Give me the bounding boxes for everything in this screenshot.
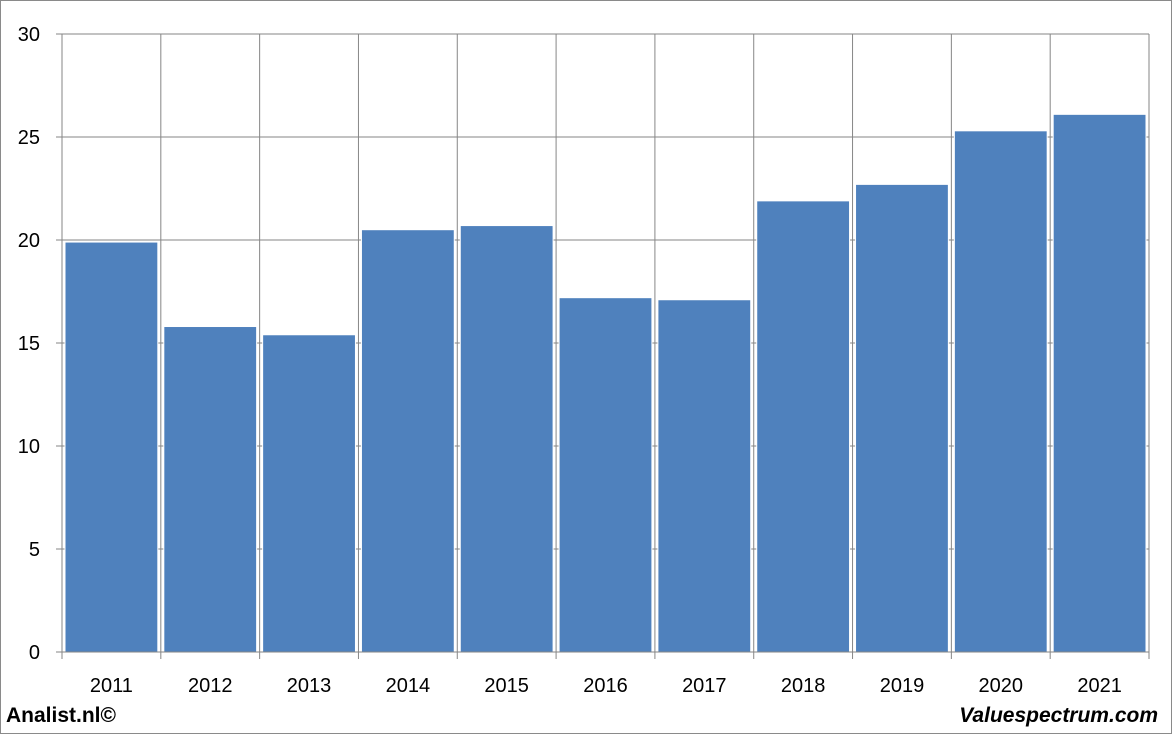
bar-2021 — [1052, 113, 1147, 653]
axis-layer — [56, 33, 1149, 653]
x-tick-label: 2012 — [188, 675, 233, 697]
y-tick-label: 10 — [18, 436, 40, 458]
y-tick-label: 20 — [18, 230, 40, 252]
bar-2020 — [953, 130, 1048, 653]
bar-2016 — [558, 297, 653, 653]
x-tick-label: 2011 — [90, 675, 133, 697]
bar-chart: 0 5 10 15 20 25 30 2011 2012 2013 2014 2015 2016 2017… — [18, 24, 1150, 697]
bar-2017 — [657, 299, 752, 653]
x-tick-label: 2015 — [484, 675, 529, 697]
x-tick-label: 2021 — [1077, 675, 1122, 697]
x-tick-label: 2019 — [880, 675, 925, 697]
y-tick-label: 0 — [29, 642, 40, 664]
y-tick-label: 30 — [18, 24, 40, 46]
y-tick-label: 25 — [18, 127, 40, 149]
x-tick-label: 2013 — [287, 675, 332, 697]
labels-layer: 0 5 10 15 20 25 30 2011 2012 2013 2014 2015 2016 2017… — [18, 24, 1122, 697]
x-tick-label: 2016 — [583, 675, 628, 697]
x-tick-label: 2017 — [682, 675, 727, 697]
y-tick-label: 5 — [29, 539, 40, 561]
source-credit-left: Analist.nl© — [6, 704, 116, 727]
y-tick-label: 15 — [18, 333, 40, 355]
bar-2019 — [855, 183, 949, 653]
bar-2012 — [163, 326, 258, 653]
bar-2018 — [756, 200, 851, 653]
bar-2011 — [64, 241, 159, 653]
x-tick-label: 2014 — [386, 675, 431, 697]
bars-layer — [64, 113, 1147, 653]
x-tick-label: 2020 — [979, 675, 1024, 697]
source-credit-right: Valuespectrum.com — [959, 704, 1158, 727]
bar-2014 — [360, 229, 455, 653]
bar-2015 — [459, 225, 554, 653]
x-tick-label: 2018 — [781, 675, 826, 697]
bar-2013 — [262, 334, 356, 653]
